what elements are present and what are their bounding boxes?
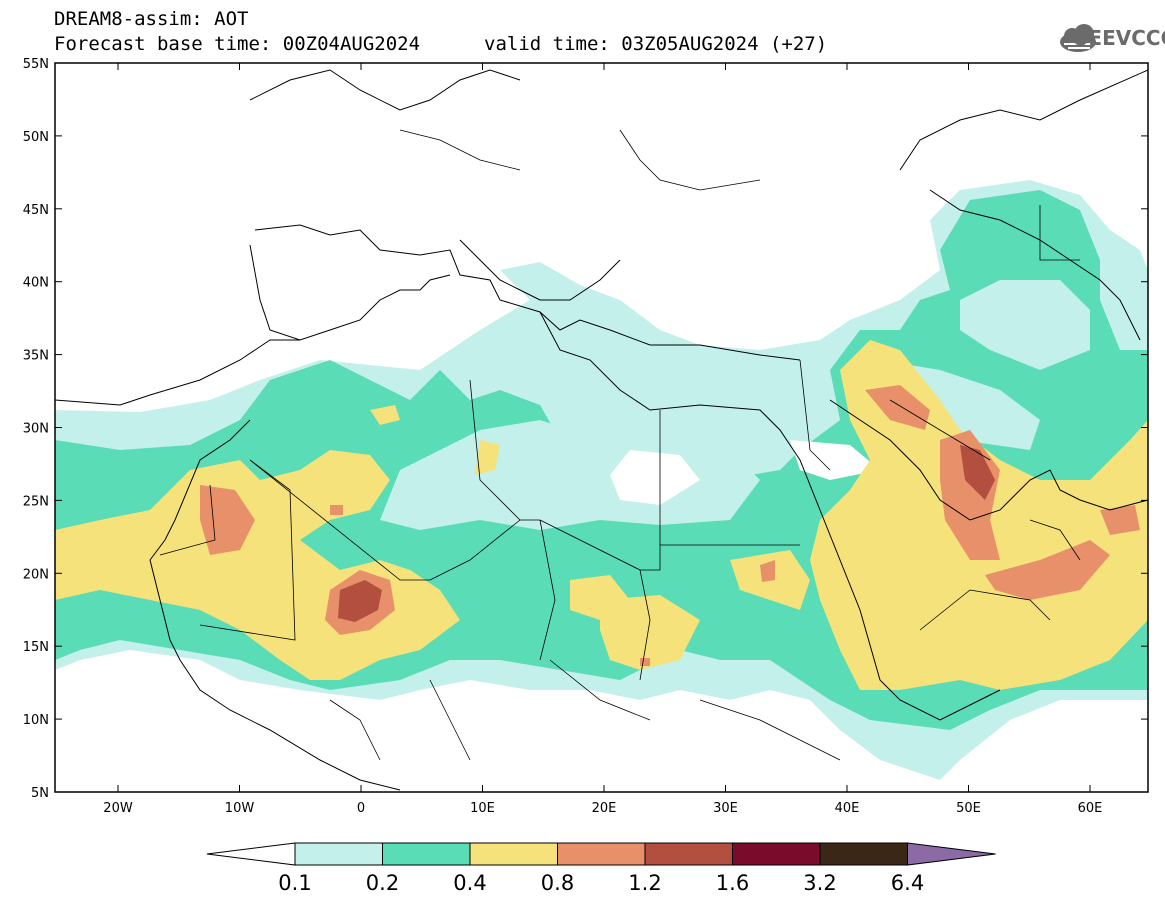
- lat-label: 25N: [23, 494, 49, 509]
- latitude-axis: 55N 50N 45N 40N 35N 30N 25N 20N 15N 10N 5N: [23, 57, 1148, 801]
- lat-label: 30N: [23, 422, 49, 437]
- colorbar-swatch: [644, 842, 733, 866]
- aot-contour-0.8: [200, 485, 255, 555]
- aot-field: [55, 180, 1148, 780]
- lon-label: 10E: [470, 801, 495, 816]
- colorbar-swatch: [382, 842, 471, 866]
- colorbar-under-arrow: [206, 842, 296, 866]
- lat-label: 55N: [23, 57, 49, 72]
- colorbar-swatch: [732, 842, 821, 866]
- lon-label: 40E: [835, 801, 860, 816]
- longitude-axis: 20W 10W 0 10E 20E 30E 40E 50E 60E: [103, 63, 1102, 816]
- colorbar-swatch: [469, 842, 558, 866]
- colorbar-label: 0.1: [278, 871, 311, 895]
- lon-label: 30E: [713, 801, 738, 816]
- forecast-base-time: Forecast base time: 00Z04AUG2024: [54, 33, 421, 55]
- colorbar-label: 1.6: [716, 871, 749, 895]
- colorbar-label: 1.2: [628, 871, 661, 895]
- colorbar-label: 0.2: [366, 871, 399, 895]
- colorbar-swatch: [557, 842, 646, 866]
- colorbar-label: 3.2: [803, 871, 836, 895]
- lat-label: 35N: [23, 349, 49, 364]
- lat-label: 45N: [23, 203, 49, 218]
- colorbar: 0.1 0.2 0.4 0.8 1.2 1.6 3.2 6.4: [206, 842, 996, 895]
- logo-text: SEEVCCC: [1074, 26, 1165, 50]
- lon-label: 0: [357, 801, 365, 816]
- lon-label: 20E: [592, 801, 617, 816]
- lon-label: 60E: [1078, 801, 1103, 816]
- lat-label: 5N: [31, 786, 49, 801]
- lat-label: 50N: [23, 130, 49, 145]
- colorbar-label: 0.8: [541, 871, 574, 895]
- lat-label: 20N: [23, 567, 49, 582]
- cloud-logo-icon: [1060, 24, 1096, 52]
- colorbar-label: 0.4: [453, 871, 486, 895]
- country-borders: [159, 129, 1081, 761]
- lon-label: 50E: [956, 801, 981, 816]
- colorbar-swatch: [294, 842, 383, 866]
- colorbar-swatch: [819, 842, 908, 866]
- lon-label: 20W: [103, 801, 133, 816]
- lat-label: 10N: [23, 713, 49, 728]
- colorbar-label: 6.4: [891, 871, 924, 895]
- lon-label: 10W: [225, 801, 255, 816]
- aot-contour-1.2: [338, 580, 382, 622]
- map-title: DREAM8-assim: AOT: [54, 8, 249, 30]
- colorbar-over-arrow: [907, 842, 996, 866]
- lat-label: 15N: [23, 640, 49, 655]
- coastlines: [55, 69, 1148, 791]
- valid-time: valid time: 03Z05AUG2024 (+27): [484, 33, 828, 55]
- lat-label: 40N: [23, 276, 49, 291]
